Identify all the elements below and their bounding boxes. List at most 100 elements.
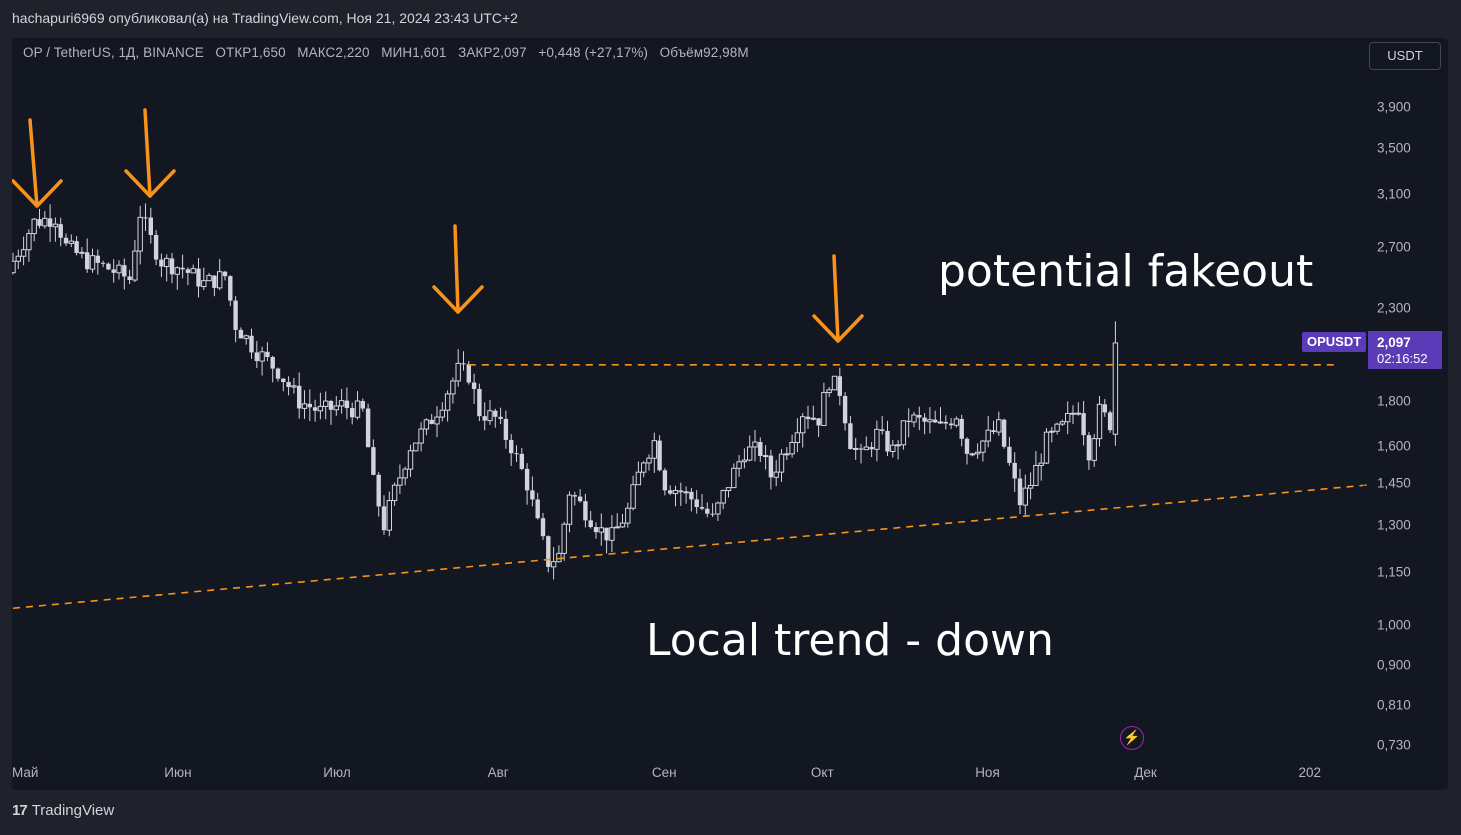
- candle-body: [413, 442, 419, 452]
- candle-body: [323, 400, 329, 407]
- candle-body: [900, 420, 907, 446]
- candle-body: [1001, 419, 1007, 447]
- candle-body: [672, 489, 679, 495]
- candle-body: [927, 419, 933, 423]
- candle-body: [281, 378, 286, 383]
- candle-body: [233, 300, 238, 330]
- candle-body: [540, 518, 546, 537]
- candle-body: [461, 363, 466, 365]
- chart-canvas[interactable]: [12, 38, 1448, 790]
- down-arrow-shaft: [143, 108, 152, 198]
- candle-body: [122, 265, 127, 277]
- candle-body: [535, 499, 540, 519]
- candle-body: [588, 520, 593, 528]
- y-tick-label: 3,500: [1377, 140, 1411, 156]
- candle-body: [890, 444, 896, 453]
- legend-high: МАКС2,220: [297, 45, 370, 60]
- candle-body: [20, 249, 27, 257]
- tradingview-brand[interactable]: 17 TradingView: [12, 802, 114, 819]
- candle-body: [831, 375, 838, 391]
- candle-body: [705, 508, 710, 514]
- annotation-trend[interactable]: Local trend - down: [646, 615, 1054, 666]
- candle-body: [429, 419, 434, 424]
- candle-body: [837, 376, 842, 396]
- candle-body: [169, 258, 175, 275]
- candle-body: [402, 468, 408, 479]
- candle-body: [1022, 487, 1028, 506]
- down-arrow-shaft: [453, 224, 460, 314]
- candle-body: [206, 275, 212, 282]
- candle-body: [1081, 413, 1086, 436]
- candle-body: [212, 275, 217, 288]
- candle-body: [328, 401, 334, 410]
- candle-body: [1054, 423, 1060, 432]
- candle-body: [222, 271, 228, 277]
- lightning-icon[interactable]: ⚡: [1120, 726, 1144, 750]
- candle-body: [423, 419, 430, 430]
- candle-body: [333, 405, 340, 411]
- candle-body: [869, 446, 874, 450]
- candle-body: [148, 217, 153, 236]
- candle-body: [466, 364, 471, 383]
- candle-body: [1049, 430, 1055, 433]
- candle-body: [159, 259, 164, 267]
- candle-body: [89, 255, 96, 270]
- candle-body: [1086, 435, 1092, 461]
- x-tick-label: Окт: [810, 765, 834, 780]
- candle-body: [397, 477, 403, 486]
- legend-change: +0,448 (+27,17%): [538, 45, 649, 60]
- candle-timer: 02:16:52: [1377, 351, 1428, 366]
- candle-body: [471, 382, 477, 389]
- candle-body: [842, 395, 848, 424]
- y-tick-label: 2,700: [1377, 239, 1411, 255]
- down-arrow-shaft: [28, 118, 39, 208]
- chart-panel[interactable]: OP / TetherUS, 1Д, BINANCE ОТКР1,650 МАК…: [12, 38, 1448, 790]
- candle-body: [625, 507, 631, 524]
- annotation-fakeout[interactable]: potential fakeout: [938, 246, 1314, 297]
- candle-body: [418, 428, 424, 444]
- candle-body: [583, 501, 588, 521]
- legend-symbol[interactable]: OP / TetherUS, 1Д, BINANCE: [23, 45, 204, 60]
- down-arrow-head: [124, 169, 176, 198]
- candle-body: [800, 416, 806, 434]
- candle-body: [482, 416, 487, 421]
- candle-body: [689, 491, 694, 500]
- candle-body: [668, 490, 673, 494]
- candle-body: [391, 484, 398, 502]
- candle-body: [752, 441, 758, 448]
- x-tick-label: Июл: [323, 765, 351, 780]
- candle-body: [42, 217, 48, 227]
- down-arrow-shaft: [832, 254, 840, 343]
- candle-body: [598, 527, 604, 533]
- candle-body: [572, 495, 577, 497]
- candle-body: [604, 527, 609, 541]
- candle-body: [980, 440, 986, 453]
- candle-body: [762, 455, 769, 458]
- y-tick-label: 0,900: [1377, 657, 1411, 673]
- legend-volume: Объём92,98M: [659, 45, 749, 60]
- x-tick-label: Май: [12, 765, 39, 780]
- candle-body: [969, 453, 975, 456]
- x-tick-label: Июн: [164, 765, 192, 780]
- symbol-price-label: OPUSDT: [1302, 332, 1367, 352]
- candle-body: [1012, 462, 1017, 479]
- candle-body: [1038, 462, 1044, 467]
- candle-body: [885, 430, 890, 452]
- candle-body: [614, 526, 620, 529]
- candle-body: [15, 255, 21, 262]
- currency-button[interactable]: USDT: [1369, 42, 1441, 70]
- candle-body: [943, 421, 948, 424]
- candle-body: [354, 400, 361, 418]
- candle-body: [789, 441, 795, 455]
- candle-body: [858, 448, 864, 450]
- candle-body: [63, 237, 69, 244]
- candle-body: [407, 450, 414, 470]
- candle-body: [31, 218, 37, 235]
- candle-body: [609, 527, 615, 541]
- candle-body: [725, 487, 732, 492]
- candle-body: [657, 440, 662, 471]
- candle-body: [344, 400, 350, 409]
- brand-name: TradingView: [31, 802, 115, 819]
- candle-body: [444, 393, 451, 411]
- candle-body: [291, 385, 297, 388]
